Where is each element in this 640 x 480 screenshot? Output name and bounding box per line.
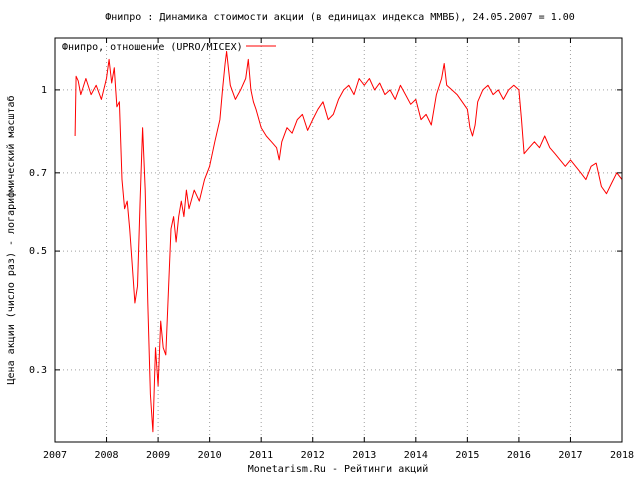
x-tick-label: 2011 xyxy=(249,450,273,461)
y-tick-label: 0.3 xyxy=(29,365,47,376)
y-tick-label: 0.5 xyxy=(29,246,47,257)
x-tick-label: 2015 xyxy=(455,450,479,461)
series-line xyxy=(74,50,623,433)
x-tick-label: 2013 xyxy=(352,450,376,461)
legend-label: Фнипро, отношение (UPRO/MICEX) xyxy=(62,42,243,53)
tick-layer: 2007 2008 2009 2010 2011 2012 2013 2014 2015 2016… xyxy=(29,38,634,461)
y-tick-label: 0.7 xyxy=(29,168,47,179)
x-tick-label: 2014 xyxy=(404,450,428,461)
chart-title: Фнипро : Динамика стоимости акции (в еди… xyxy=(105,12,575,23)
y-tick-label: 1 xyxy=(41,85,47,96)
x-tick-label: 2010 xyxy=(198,450,222,461)
x-tick-label: 2017 xyxy=(558,450,582,461)
x-tick-label: 2018 xyxy=(610,450,634,461)
grid xyxy=(55,38,622,442)
x-axis-label: Monetarism.Ru - Рейтинги акций xyxy=(248,463,429,475)
x-tick-label: 2009 xyxy=(146,450,170,461)
x-tick-label: 2007 xyxy=(43,450,67,461)
x-tick-label: 2016 xyxy=(507,450,531,461)
plot-frame xyxy=(54,37,623,443)
x-tick-label: 2012 xyxy=(301,450,325,461)
legend: Фнипро, отношение (UPRO/MICEX) xyxy=(62,42,276,53)
series-layer xyxy=(74,50,623,433)
y-axis-label: Цена акции (число раз) - логарифмический… xyxy=(5,96,17,385)
x-tick-label: 2008 xyxy=(94,450,118,461)
